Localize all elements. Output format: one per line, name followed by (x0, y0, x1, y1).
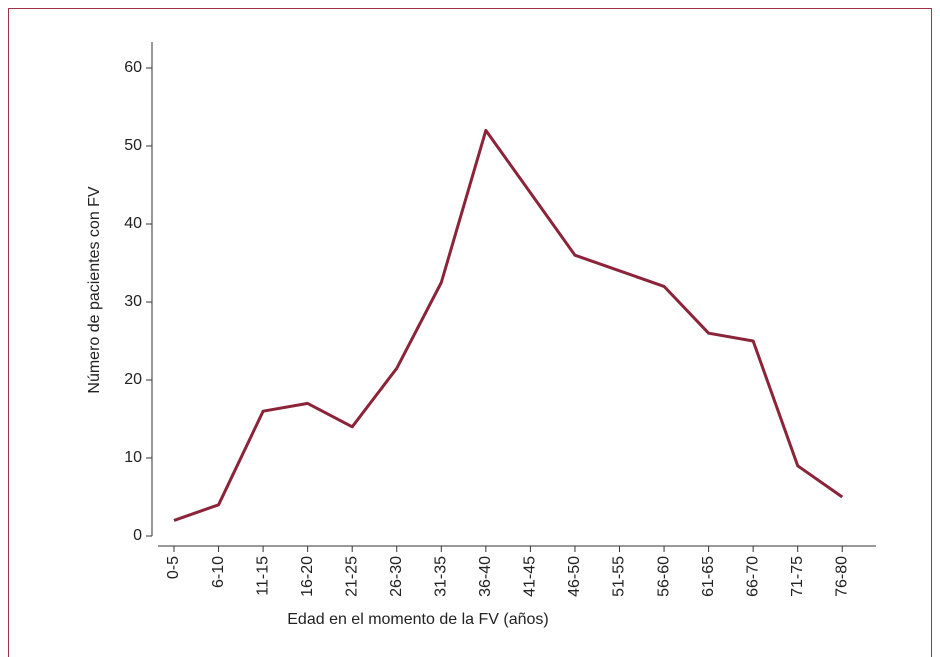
y-tick-label: 40 (124, 215, 142, 232)
x-tick-label: 66-70 (744, 556, 761, 597)
x-tick-label: 26-30 (388, 556, 405, 597)
y-tick-label: 30 (124, 293, 142, 310)
x-tick-label: 61-65 (700, 556, 717, 597)
x-tick-label: 51-55 (611, 556, 628, 597)
y-tick-label: 10 (124, 449, 142, 466)
y-tick-label: 0 (133, 527, 142, 544)
x-tick-label: 6-10 (210, 556, 227, 588)
frame (8, 8, 932, 657)
y-tick-label: 50 (124, 137, 142, 154)
x-tick-label: 41-45 (522, 556, 539, 597)
x-tick-label: 11-15 (254, 556, 271, 596)
x-axis-label: Edad en el momento de la FV (años) (287, 611, 548, 628)
x-tick-label: 0-5 (165, 556, 182, 579)
x-tick-label: 31-35 (433, 556, 450, 597)
x-tick-label: 56-60 (655, 556, 672, 597)
data-line (173, 128, 844, 522)
x-tick-label: 16-20 (299, 556, 316, 597)
y-tick-label: 20 (124, 371, 142, 388)
y-tick-label: 60 (124, 59, 142, 76)
y-axis-label: Número de pacientes con FV (86, 186, 103, 394)
x-tick-label: 71-75 (789, 556, 806, 597)
x-tick-label: 76-80 (833, 556, 850, 597)
x-tick-label: 21-25 (343, 556, 360, 597)
x-tick-label: 46-50 (566, 556, 583, 597)
x-tick-label: 36-40 (477, 556, 494, 597)
